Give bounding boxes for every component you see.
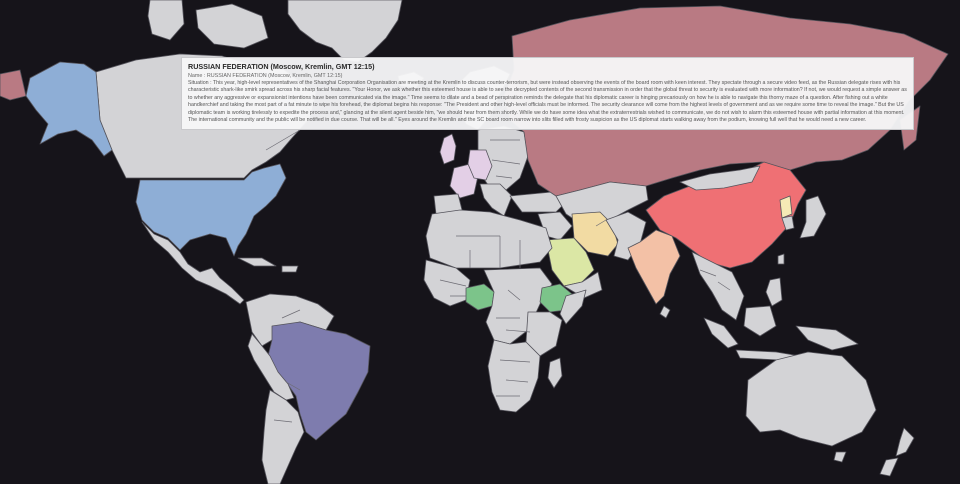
country-india[interactable] xyxy=(627,229,681,305)
country-new-zealand[interactable] xyxy=(895,427,915,457)
country-germany[interactable] xyxy=(467,149,493,181)
country-indonesia-borneo[interactable] xyxy=(743,305,777,337)
country-somalia[interactable] xyxy=(559,289,587,325)
country-usa-alaska[interactable] xyxy=(25,61,113,157)
country-indonesia-sumatra[interactable] xyxy=(703,317,739,349)
country-new-guinea[interactable] xyxy=(795,325,859,351)
country-mexico[interactable] xyxy=(141,221,245,305)
country-south-korea[interactable] xyxy=(781,215,795,231)
country-argentina-chile[interactable] xyxy=(261,389,305,484)
country-philippines[interactable] xyxy=(765,277,783,307)
country-mongolia[interactable] xyxy=(679,165,761,191)
country-russia-east[interactable] xyxy=(0,69,27,101)
country-north-africa[interactable] xyxy=(425,209,553,269)
country-uk[interactable] xyxy=(439,133,457,165)
tooltip-name: Name : RUSSIAN FEDERATION (Moscow, Kreml… xyxy=(188,73,343,79)
country-taiwan[interactable] xyxy=(777,253,785,265)
country-southern-africa[interactable] xyxy=(487,339,541,413)
country-australia[interactable] xyxy=(745,351,877,447)
country-peru-bolivia[interactable] xyxy=(247,333,295,401)
country-north-korea[interactable] xyxy=(779,195,793,219)
country-new-zealand-south[interactable] xyxy=(879,457,899,477)
country-sri-lanka[interactable] xyxy=(659,305,671,319)
country-info-tooltip: RUSSIAN FEDERATION (Moscow, Kremlin, GMT… xyxy=(181,57,914,130)
tooltip-title: RUSSIAN FEDERATION (Moscow, Kremlin, GMT… xyxy=(188,62,375,71)
country-canada-islands-2[interactable] xyxy=(195,3,269,49)
country-usa[interactable] xyxy=(135,163,287,257)
country-japan[interactable] xyxy=(799,195,827,239)
country-cuba[interactable] xyxy=(237,257,277,267)
tooltip-situation: Situation : This year, high-level repres… xyxy=(188,80,907,124)
country-west-africa[interactable] xyxy=(423,259,471,307)
country-southeast-asia[interactable] xyxy=(691,251,745,321)
country-tasmania[interactable] xyxy=(833,451,847,463)
country-madagascar[interactable] xyxy=(547,357,563,389)
country-hispaniola[interactable] xyxy=(281,265,299,273)
country-saudi-arabia[interactable] xyxy=(545,237,595,287)
country-canada-islands[interactable] xyxy=(147,0,185,41)
